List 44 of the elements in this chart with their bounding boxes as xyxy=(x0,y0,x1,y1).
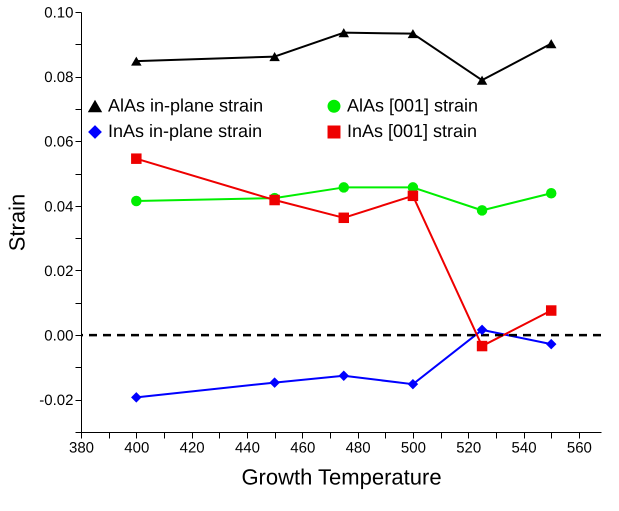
x-tick-label: 520 xyxy=(456,440,482,456)
y-axis-title: Strain xyxy=(4,194,30,252)
x-tick-label: 380 xyxy=(68,440,94,456)
x-tick-label: 400 xyxy=(124,440,150,456)
point xyxy=(131,196,142,206)
point xyxy=(408,190,418,202)
point xyxy=(408,29,418,38)
point xyxy=(546,338,556,350)
x-tick-label: 480 xyxy=(346,440,371,456)
point xyxy=(338,182,350,193)
x-tick-label: 420 xyxy=(180,440,205,456)
point xyxy=(476,340,488,352)
y-tick-label: 0.10 xyxy=(44,4,74,22)
point xyxy=(131,392,142,403)
point xyxy=(476,76,488,85)
point xyxy=(546,305,556,316)
point xyxy=(269,52,280,62)
x-tick-label: 560 xyxy=(566,440,592,456)
point xyxy=(476,205,488,216)
point xyxy=(269,377,280,388)
x-axis-title: Growth Temperature xyxy=(241,464,442,490)
point xyxy=(408,378,418,390)
y-tick-label: -0.02 xyxy=(39,392,74,410)
legend-label: AlAs [001] strain xyxy=(347,95,478,116)
x-tick-label: 540 xyxy=(512,440,537,456)
legend-label: InAs in-plane strain xyxy=(108,121,262,141)
legend-label: AlAs in-plane strain xyxy=(108,96,264,116)
y-tick-label: 0.08 xyxy=(44,69,74,86)
y-tick-label: 0.02 xyxy=(44,262,74,280)
x-tick-label: 440 xyxy=(234,440,260,456)
point xyxy=(338,212,350,224)
point xyxy=(546,39,556,48)
y-tick-label: 0.04 xyxy=(44,198,74,216)
point xyxy=(131,56,142,66)
point xyxy=(546,188,556,198)
x-tick-label: 460 xyxy=(290,440,316,456)
y-tick-label: 0.06 xyxy=(44,134,74,151)
point xyxy=(338,28,350,38)
point xyxy=(476,324,488,336)
legend-label: InAs [001] strain xyxy=(347,121,478,141)
point xyxy=(338,370,350,382)
x-tick-label: 500 xyxy=(400,440,426,456)
point xyxy=(131,153,142,164)
y-tick-label: 0.00 xyxy=(44,328,74,345)
